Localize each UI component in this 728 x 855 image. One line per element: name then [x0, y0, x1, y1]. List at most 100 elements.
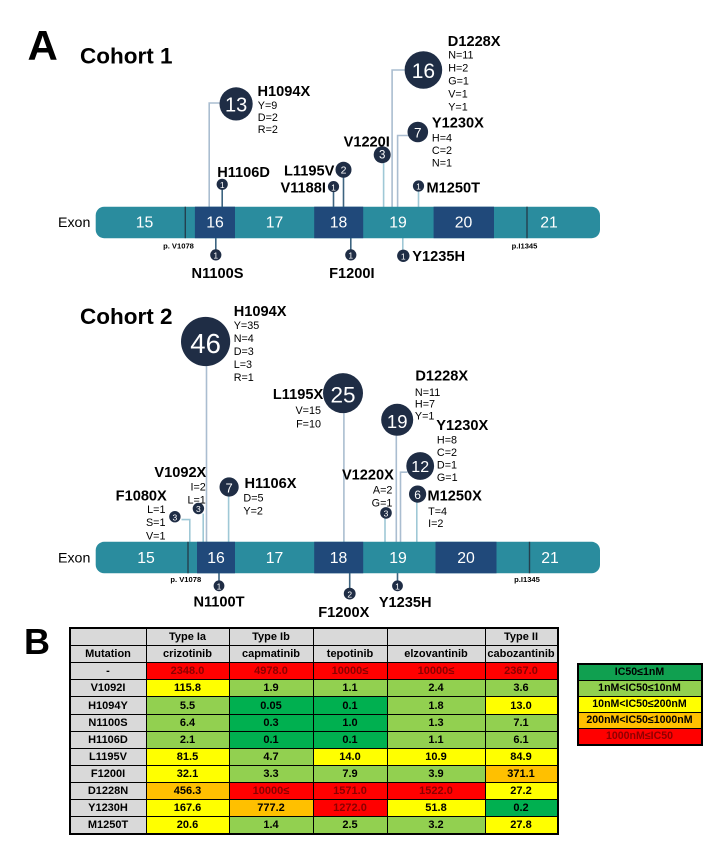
svg-text:1: 1	[331, 182, 336, 192]
svg-text:13: 13	[225, 95, 247, 117]
svg-text:20: 20	[455, 215, 473, 232]
svg-text:Y=35: Y=35	[234, 320, 260, 332]
svg-text:Y=1: Y=1	[448, 101, 468, 113]
svg-text:3: 3	[384, 509, 389, 519]
svg-text:17: 17	[266, 215, 284, 232]
svg-text:R=2: R=2	[258, 124, 278, 136]
svg-text:1: 1	[213, 251, 218, 261]
svg-text:16: 16	[412, 60, 435, 83]
svg-text:D=1: D=1	[437, 459, 457, 471]
svg-text:Y=1: Y=1	[415, 410, 435, 422]
svg-text:19: 19	[389, 215, 407, 232]
svg-text:I=2: I=2	[428, 518, 443, 530]
svg-text:H=4: H=4	[432, 132, 452, 144]
svg-text:H=8: H=8	[437, 434, 457, 446]
svg-text:S=1: S=1	[146, 517, 166, 529]
svg-text:L=1: L=1	[147, 504, 165, 516]
svg-text:V1092X: V1092X	[154, 465, 206, 481]
svg-text:H=7: H=7	[415, 399, 435, 411]
svg-text:H1106D: H1106D	[217, 165, 270, 181]
svg-text:N1100S: N1100S	[192, 266, 244, 282]
svg-text:V=1: V=1	[448, 88, 468, 100]
svg-text:M1250X: M1250X	[428, 489, 483, 505]
svg-text:3: 3	[173, 512, 178, 522]
svg-text:1: 1	[416, 182, 421, 192]
svg-text:N1100T: N1100T	[193, 595, 244, 611]
svg-text:2: 2	[341, 165, 347, 177]
svg-text:F1080X: F1080X	[116, 489, 167, 505]
svg-text:17: 17	[266, 550, 284, 567]
svg-text:p. V1078: p. V1078	[163, 242, 194, 251]
svg-text:18: 18	[330, 215, 348, 232]
svg-text:Y=2: Y=2	[243, 505, 263, 517]
svg-text:D=3: D=3	[234, 346, 254, 358]
svg-text:L=3: L=3	[234, 359, 252, 371]
svg-text:A: A	[28, 22, 58, 69]
svg-text:N=4: N=4	[234, 333, 254, 345]
svg-text:1: 1	[348, 251, 353, 261]
svg-text:D=5: D=5	[243, 493, 263, 505]
svg-text:F=10: F=10	[296, 418, 321, 430]
svg-text:Exon: Exon	[58, 215, 90, 231]
svg-text:C=2: C=2	[437, 447, 457, 459]
svg-text:7: 7	[414, 126, 422, 141]
svg-text:Y=9: Y=9	[258, 100, 278, 112]
svg-text:V1220I: V1220I	[344, 134, 390, 150]
svg-text:V=1: V=1	[146, 531, 166, 543]
svg-text:25: 25	[330, 382, 355, 407]
svg-text:H1094X: H1094X	[234, 304, 287, 320]
svg-text:12: 12	[411, 459, 429, 476]
svg-text:6: 6	[414, 488, 421, 502]
svg-text:Y1235H: Y1235H	[412, 249, 465, 265]
svg-text:16: 16	[207, 550, 225, 567]
svg-text:21: 21	[540, 215, 558, 232]
svg-text:1: 1	[220, 180, 225, 190]
svg-text:H1106X: H1106X	[245, 476, 297, 492]
svg-text:15: 15	[137, 550, 155, 567]
svg-text:Y1235H: Y1235H	[379, 595, 432, 611]
svg-text:N=1: N=1	[432, 158, 452, 170]
svg-text:H=2: H=2	[448, 62, 468, 74]
svg-text:N=11: N=11	[448, 49, 473, 61]
svg-text:G=1: G=1	[437, 472, 458, 484]
svg-text:L1195X: L1195X	[273, 387, 324, 403]
svg-text:G=1: G=1	[372, 498, 393, 510]
svg-text:1: 1	[401, 251, 406, 261]
svg-text:2: 2	[347, 589, 352, 599]
svg-text:L1195V: L1195V	[284, 164, 335, 180]
svg-text:R=1: R=1	[234, 372, 254, 384]
svg-text:V1220X: V1220X	[342, 468, 394, 484]
svg-text:19: 19	[387, 411, 408, 432]
svg-text:1: 1	[217, 581, 222, 591]
svg-text:H1094X: H1094X	[258, 84, 311, 100]
svg-text:Cohort 1: Cohort 1	[80, 43, 173, 68]
svg-text:T=4: T=4	[428, 506, 447, 518]
svg-text:A=2: A=2	[373, 485, 393, 497]
svg-text:15: 15	[136, 215, 154, 232]
svg-text:Exon: Exon	[58, 550, 90, 566]
svg-text:p.I1345: p.I1345	[512, 242, 539, 251]
svg-text:C=2: C=2	[432, 145, 452, 157]
svg-text:20: 20	[457, 550, 475, 567]
svg-text:N=11: N=11	[415, 387, 440, 399]
svg-text:D=2: D=2	[258, 112, 278, 124]
svg-text:21: 21	[541, 550, 559, 567]
svg-text:F1200X: F1200X	[318, 605, 369, 621]
svg-text:F1200I: F1200I	[329, 266, 374, 282]
svg-text:46: 46	[190, 328, 221, 359]
svg-text:D1228X: D1228X	[448, 34, 501, 50]
svg-text:18: 18	[330, 550, 348, 567]
svg-text:V=15: V=15	[295, 405, 321, 417]
svg-text:19: 19	[389, 550, 407, 567]
svg-text:7: 7	[225, 481, 232, 496]
svg-text:V1188I: V1188I	[281, 181, 326, 197]
svg-text:M1250T: M1250T	[427, 181, 481, 197]
svg-text:D1228X: D1228X	[415, 369, 468, 385]
svg-text:3: 3	[379, 150, 385, 162]
svg-text:Y1230X: Y1230X	[436, 418, 488, 434]
svg-text:G=1: G=1	[448, 75, 469, 87]
svg-text:16: 16	[206, 215, 224, 232]
svg-text:L=1: L=1	[187, 494, 205, 506]
svg-text:3: 3	[196, 504, 201, 514]
svg-text:Cohort 2: Cohort 2	[80, 304, 173, 329]
